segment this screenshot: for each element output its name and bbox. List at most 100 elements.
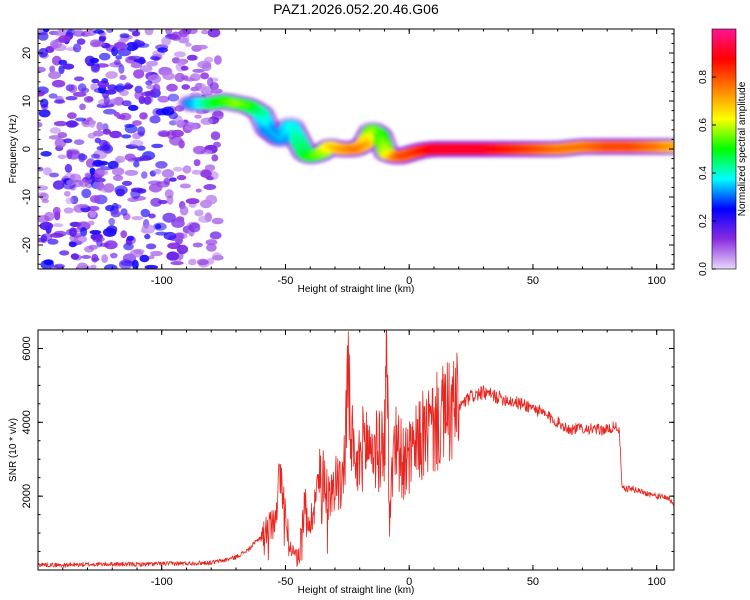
noise-blob: [51, 79, 66, 88]
noise-blob: [205, 239, 218, 246]
noise-blob: [152, 83, 161, 94]
noise-blob: [162, 212, 176, 223]
ridge-mark: [301, 149, 306, 152]
noise-blob: [119, 33, 130, 39]
noise-blob: [173, 166, 183, 172]
ridge-mark: [364, 140, 368, 143]
noise-blob: [87, 132, 96, 139]
noise-blob: [148, 255, 155, 260]
noise-blob: [111, 167, 125, 176]
noise-blob: [166, 129, 177, 140]
ridge-mark: [290, 126, 294, 129]
noise-blob: [62, 63, 75, 70]
noise-blob: [73, 139, 85, 146]
noise-blob: [89, 209, 97, 218]
noise-blob: [137, 126, 146, 136]
heatmap-ridge-layer: [177, 92, 674, 165]
noise-blob: [144, 233, 151, 240]
noise-blob: [91, 161, 106, 168]
noise-blob: [153, 168, 162, 175]
ridge-mark: [380, 141, 385, 144]
noise-blob: [177, 58, 185, 67]
noise-blob: [115, 204, 122, 209]
ridge-mark: [294, 135, 299, 138]
noise-blob: [84, 172, 92, 179]
noise-blob: [212, 252, 222, 261]
noise-blob: [204, 56, 214, 63]
noise-blob: [110, 252, 118, 259]
noise-blob: [198, 215, 212, 223]
noise-blob: [38, 121, 43, 128]
noise-blob: [47, 238, 59, 245]
noise-blob: [65, 120, 78, 128]
noise-blob: [109, 130, 122, 139]
noise-blob: [119, 74, 127, 81]
noise-blob: [141, 171, 148, 179]
noise-blob: [112, 174, 124, 181]
noise-blob: [70, 232, 83, 238]
noise-blob: [129, 249, 144, 258]
noise-blob: [179, 205, 189, 216]
ridge-mark: [367, 134, 371, 137]
noise-blob: [118, 64, 125, 74]
x-tick-label: 50: [527, 576, 539, 588]
noise-blob: [93, 177, 106, 183]
noise-blob: [77, 203, 89, 209]
noise-blob: [57, 132, 68, 139]
ridge-mark: [295, 138, 300, 141]
noise-blob: [63, 207, 74, 214]
noise-blob: [121, 100, 132, 107]
noise-blob: [146, 60, 159, 67]
noise-blob: [64, 163, 73, 173]
noise-blob: [67, 150, 81, 160]
noise-blob: [161, 36, 172, 46]
noise-blob: [87, 220, 95, 226]
noise-blob: [68, 241, 77, 248]
noise-blob: [183, 77, 196, 82]
noise-blob: [52, 223, 64, 228]
noise-blob: [134, 90, 144, 100]
noise-blob: [139, 155, 152, 162]
y-tick-label: 6000: [21, 336, 33, 360]
noise-blob: [182, 29, 192, 35]
x-tick-label: 0: [406, 275, 412, 287]
colorbar: 0.0 0.2 0.4 0.6 0.8 Normalized spectral ampl…: [698, 28, 748, 276]
noise-blob: [71, 29, 84, 35]
noise-blob: [58, 59, 68, 66]
noise-blob: [194, 82, 203, 90]
noise-blob: [114, 59, 121, 66]
noise-blob: [139, 112, 148, 120]
noise-blob: [99, 52, 111, 61]
noise-blob: [38, 32, 49, 41]
noise-blob: [131, 216, 144, 221]
noise-blob: [161, 169, 175, 178]
noise-blob: [64, 190, 71, 197]
ridge-mark: [298, 144, 303, 147]
noise-blob: [199, 169, 211, 178]
ridge-mark: [263, 122, 268, 125]
noise-blob: [90, 264, 97, 269]
noise-blob: [72, 254, 83, 261]
noise-blob: [205, 176, 214, 181]
colorbar-tick-label: 0.0: [698, 262, 709, 276]
noise-blob: [83, 96, 94, 103]
noise-blob: [130, 139, 144, 147]
noise-blob: [120, 208, 128, 216]
noise-blob: [119, 89, 129, 97]
ridge-mark: [285, 128, 289, 131]
noise-blob: [148, 183, 163, 193]
noise-blob: [63, 138, 73, 144]
noise-blob: [101, 254, 108, 263]
noise-blob: [106, 29, 114, 33]
noise-blob: [124, 82, 132, 90]
noise-blob: [149, 56, 161, 61]
noise-blob: [68, 84, 78, 94]
colorbar-tick-label: 0.8: [698, 70, 709, 84]
noise-blob: [200, 199, 212, 209]
noise-blob: [91, 78, 100, 84]
noise-blob: [191, 169, 202, 175]
noise-blob: [122, 180, 133, 186]
noise-blob: [211, 217, 224, 225]
ridge-mark: [280, 135, 285, 139]
